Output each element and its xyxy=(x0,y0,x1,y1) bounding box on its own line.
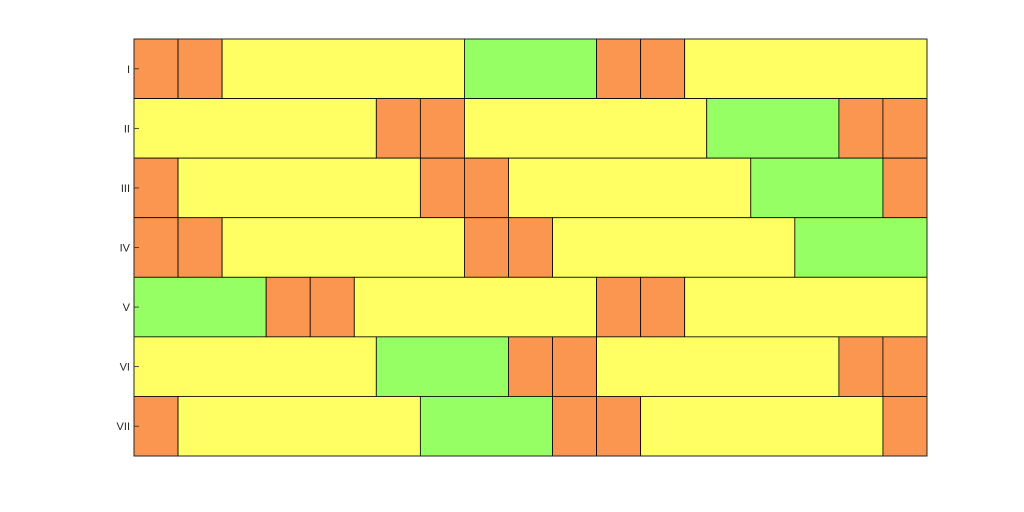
bar-segment-v-2 xyxy=(265,276,311,338)
bar-segment-ii-6 xyxy=(838,98,884,159)
y-tick-label-v: V xyxy=(123,302,131,314)
bar-segment-iii-5 xyxy=(508,157,752,219)
bar-segment-iv-5 xyxy=(508,217,553,278)
bar-segments xyxy=(133,38,928,457)
bar-segment-iii-1 xyxy=(133,157,179,219)
bar-segment-iii-7 xyxy=(882,157,928,219)
bar-segment-vi-2 xyxy=(375,336,509,397)
bar-segment-i-5 xyxy=(596,38,642,99)
bar-segment-v-7 xyxy=(684,276,928,338)
bar-segment-ii-5 xyxy=(706,98,840,159)
bar-segment-v-3 xyxy=(309,276,355,338)
bar-segment-vi-7 xyxy=(882,336,928,397)
bar-segment-i-6 xyxy=(640,38,686,99)
bar-segment-vi-3 xyxy=(508,336,553,397)
bar-segment-vi-6 xyxy=(838,336,884,397)
bar-segment-iv-7 xyxy=(794,217,928,278)
bar-segment-ii-4 xyxy=(464,98,708,159)
bar-segment-i-3 xyxy=(221,38,465,99)
bar-segment-iv-4 xyxy=(464,217,509,278)
bar-segment-iii-6 xyxy=(750,157,884,219)
y-tick-label-vi: VI xyxy=(120,362,130,374)
bar-segment-vi-4 xyxy=(552,336,597,397)
bar-segment-iv-6 xyxy=(552,217,796,278)
bar-segment-ii-1 xyxy=(133,98,377,159)
bar-segment-v-1 xyxy=(133,276,267,338)
bar-segment-ii-7 xyxy=(882,98,928,159)
bar-segment-v-5 xyxy=(596,276,642,338)
bar-segment-iii-2 xyxy=(177,157,421,219)
bar-segment-iv-3 xyxy=(221,217,465,278)
bar-segment-vii-2 xyxy=(177,396,421,457)
y-tick-label-ii: II xyxy=(124,123,130,135)
bar-segment-v-4 xyxy=(353,276,597,338)
bar-segment-vii-4 xyxy=(552,396,597,457)
bar-segment-v-6 xyxy=(640,276,686,338)
bar-segment-vii-7 xyxy=(882,396,928,457)
bar-segment-vii-3 xyxy=(419,396,553,457)
y-tick-label-iv: IV xyxy=(120,243,131,255)
bar-segment-iv-2 xyxy=(177,217,223,278)
bar-segment-vii-1 xyxy=(133,396,179,457)
bar-segment-i-2 xyxy=(177,38,223,99)
bar-segment-ii-2 xyxy=(375,98,421,159)
bar-segment-vii-5 xyxy=(596,396,642,457)
bar-segment-vi-1 xyxy=(133,336,377,397)
bar-segment-iii-3 xyxy=(419,157,465,219)
bar-segment-iii-4 xyxy=(464,157,509,219)
y-tick-label-i: I xyxy=(127,64,130,76)
bar-segment-i-4 xyxy=(464,38,597,99)
bar-segment-vii-6 xyxy=(640,396,884,457)
bar-segment-i-7 xyxy=(684,38,928,99)
bar-segment-i-1 xyxy=(133,38,179,99)
bar-segment-ii-3 xyxy=(419,98,465,159)
bar-segment-vi-5 xyxy=(596,336,840,397)
bar-segment-iv-1 xyxy=(133,217,179,278)
y-tick-label-vii: VII xyxy=(117,421,130,433)
y-tick-label-iii: III xyxy=(121,183,130,195)
